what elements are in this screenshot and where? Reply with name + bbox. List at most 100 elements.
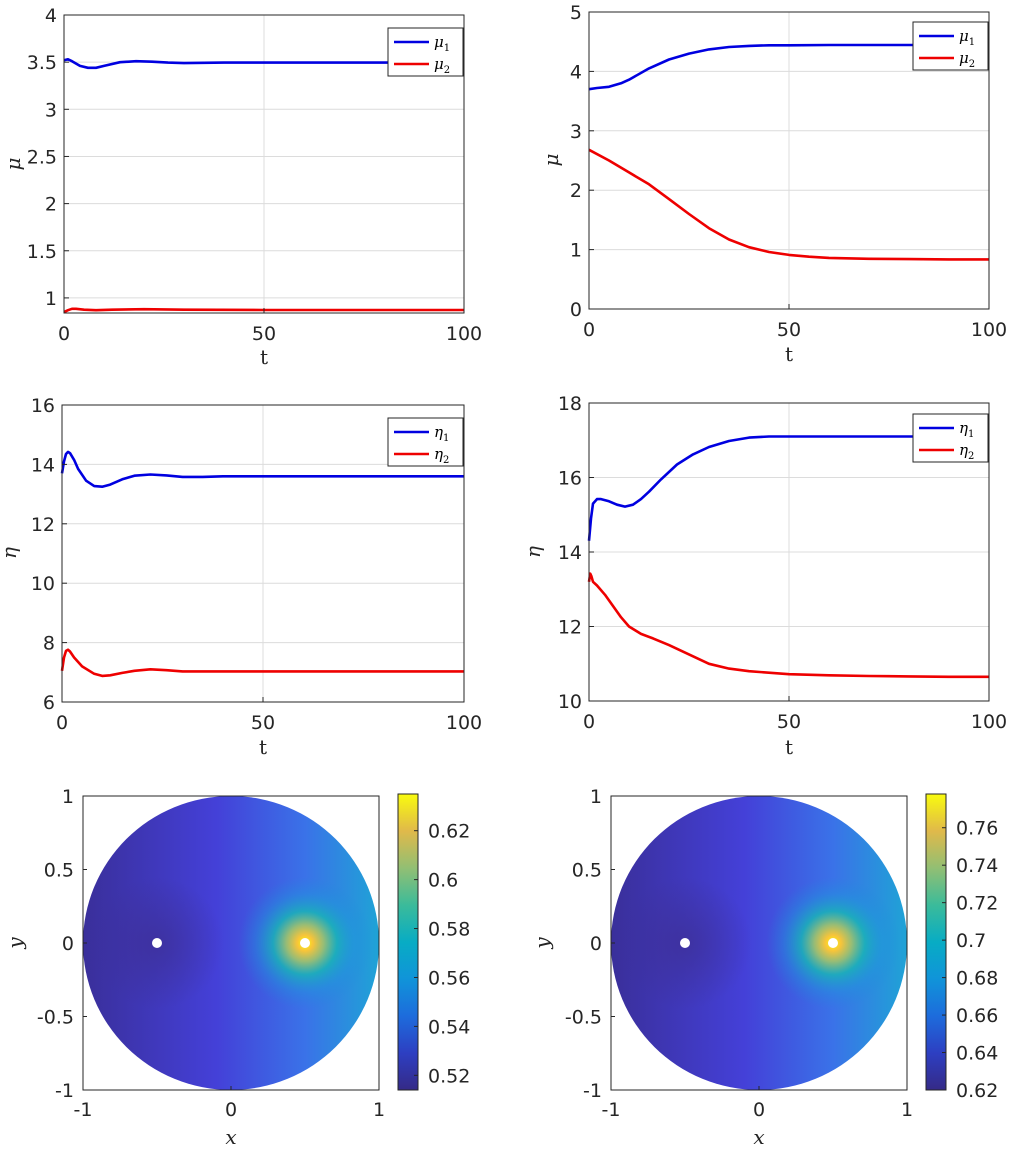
- series-line-1: [63, 57, 464, 70]
- y-tick-label: 16: [31, 395, 55, 417]
- x-tick-label: 0: [583, 319, 595, 341]
- x-tick-label: 1: [373, 1099, 385, 1121]
- y-axis-label: μ: [539, 154, 563, 167]
- legend-label-2: η2: [959, 441, 974, 462]
- series-line-2: [63, 307, 464, 314]
- series-line-2: [587, 572, 989, 679]
- series-line-1: [60, 450, 464, 489]
- x-axis-label: t: [259, 735, 267, 759]
- x-tick-label: 50: [252, 323, 276, 345]
- legend-label-1: η1: [959, 419, 974, 440]
- x-tick-label: -1: [74, 1099, 93, 1121]
- colorbar-tick-label: 0.58: [428, 919, 470, 941]
- y-tick-label: 0: [570, 299, 582, 321]
- x-tick-label: 1: [901, 1099, 913, 1121]
- y-tick-label: 12: [31, 514, 55, 536]
- y-tick-label: 0: [590, 933, 602, 955]
- x-axis-label: t: [785, 735, 793, 759]
- colorbar-tick-label: 0.72: [956, 893, 998, 915]
- colorbar-tick-label: 0.56: [428, 967, 470, 989]
- y-tick-label: 3: [45, 99, 57, 121]
- y-tick-label: 14: [558, 542, 582, 564]
- series-line-2: [60, 648, 464, 678]
- colorbar-tick-label: 0.66: [956, 1005, 998, 1027]
- y-tick-label: 1.5: [27, 241, 57, 263]
- y-tick-label: 6: [43, 692, 55, 714]
- y-tick-label: -1: [55, 1080, 74, 1102]
- panel-eta-left: 0 50 100 6 8 10 12 14 16 t η η1 η2: [0, 395, 482, 759]
- legend-box: [387, 27, 464, 77]
- colorbar-tick-label: 0.62: [428, 821, 470, 843]
- legend-label-2: μ2: [959, 49, 975, 70]
- y-tick-label: -0.5: [37, 1007, 74, 1029]
- x-axis-label: t: [785, 342, 793, 366]
- y-axis-label: μ: [1, 158, 25, 171]
- x-tick-label: 50: [777, 319, 801, 341]
- y-tick-label: 4: [570, 61, 582, 83]
- panel-mu-left: 0 50 100 1 1.5 2 2.5 3 3.5 4 t μ μ1 μ2: [1, 5, 482, 369]
- legend-label-1: η1: [434, 423, 449, 444]
- y-tick-label: 14: [31, 454, 55, 476]
- y-tick-label: 2: [45, 194, 57, 216]
- source-point-1: [152, 938, 162, 948]
- y-tick-label: 1: [62, 786, 74, 808]
- legend: μ1 μ2: [912, 21, 989, 71]
- x-tick-label: 0: [58, 323, 70, 345]
- y-tick-label: 8: [43, 633, 55, 655]
- colorbar-tick-label: 0.6: [428, 870, 458, 892]
- y-tick-label: 10: [31, 573, 55, 595]
- x-tick-label: 0: [583, 711, 595, 733]
- x-tick-label: 50: [777, 711, 801, 733]
- heatmap-disk: [83, 796, 379, 1090]
- source-point-2: [300, 938, 310, 948]
- legend-box: [387, 417, 464, 467]
- colorbar-tick-label: 0.76: [956, 818, 998, 840]
- x-tick-label: 100: [446, 712, 482, 734]
- y-axis-label: η: [0, 547, 21, 559]
- colorbar-tick-label: 0.62: [956, 1080, 998, 1102]
- legend-label-2: η2: [434, 445, 449, 466]
- x-tick-label: 0: [753, 1099, 765, 1121]
- x-axis-label: x: [225, 1125, 236, 1149]
- colorbar-tick-label: 0.64: [956, 1043, 998, 1065]
- heatmap-disk: [611, 796, 907, 1090]
- y-tick-label: 5: [570, 2, 582, 24]
- x-tick-label: 100: [446, 323, 482, 345]
- y-tick-label: 0.5: [572, 860, 602, 882]
- colorbar-tick-label: 0.68: [956, 968, 998, 990]
- y-tick-label: 2: [570, 180, 582, 202]
- x-tick-label: 100: [971, 319, 1007, 341]
- legend-label-2: μ2: [434, 55, 450, 76]
- y-tick-label: 1: [45, 288, 57, 310]
- legend: η1 η2: [912, 413, 989, 463]
- y-tick-label: 3: [570, 121, 582, 143]
- x-tick-label: 50: [251, 712, 275, 734]
- x-tick-label: 0: [225, 1099, 237, 1121]
- legend-label-1: μ1: [434, 33, 450, 54]
- y-tick-label: -1: [583, 1080, 602, 1102]
- y-tick-label: 3.5: [27, 52, 57, 74]
- y-tick-label: -0.5: [565, 1007, 602, 1029]
- colorbar-tick-label: 0.52: [428, 1065, 470, 1087]
- legend: η1 η2: [387, 417, 464, 467]
- source-point-1: [680, 938, 690, 948]
- panel-disk-left: -1 0 1 -1 -0.5 0 0.5 1 x y 0.52 0.54 0.56 0.58 0.6 0…: [3, 786, 470, 1149]
- y-tick-label: 0.5: [44, 860, 74, 882]
- source-point-2: [828, 938, 838, 948]
- x-tick-label: -1: [602, 1099, 621, 1121]
- legend-label-1: μ1: [959, 27, 975, 48]
- y-tick-label: 1: [570, 240, 582, 262]
- x-axis-label: t: [260, 345, 268, 369]
- colorbar-tick-label: 0.74: [956, 855, 998, 877]
- y-tick-label: 4: [45, 5, 57, 27]
- colorbar: [925, 793, 947, 1091]
- panel-eta-right: 0 50 100 10 12 14 16 18 t η η1 η2: [521, 393, 1007, 759]
- legend: μ1 μ2: [387, 27, 464, 77]
- colorbar-tick-label: 0.7: [956, 930, 986, 952]
- y-axis-label: y: [530, 937, 554, 950]
- colorbar: [397, 793, 419, 1091]
- y-tick-label: 1: [590, 786, 602, 808]
- legend-box: [912, 413, 989, 463]
- x-tick-label: 100: [971, 711, 1007, 733]
